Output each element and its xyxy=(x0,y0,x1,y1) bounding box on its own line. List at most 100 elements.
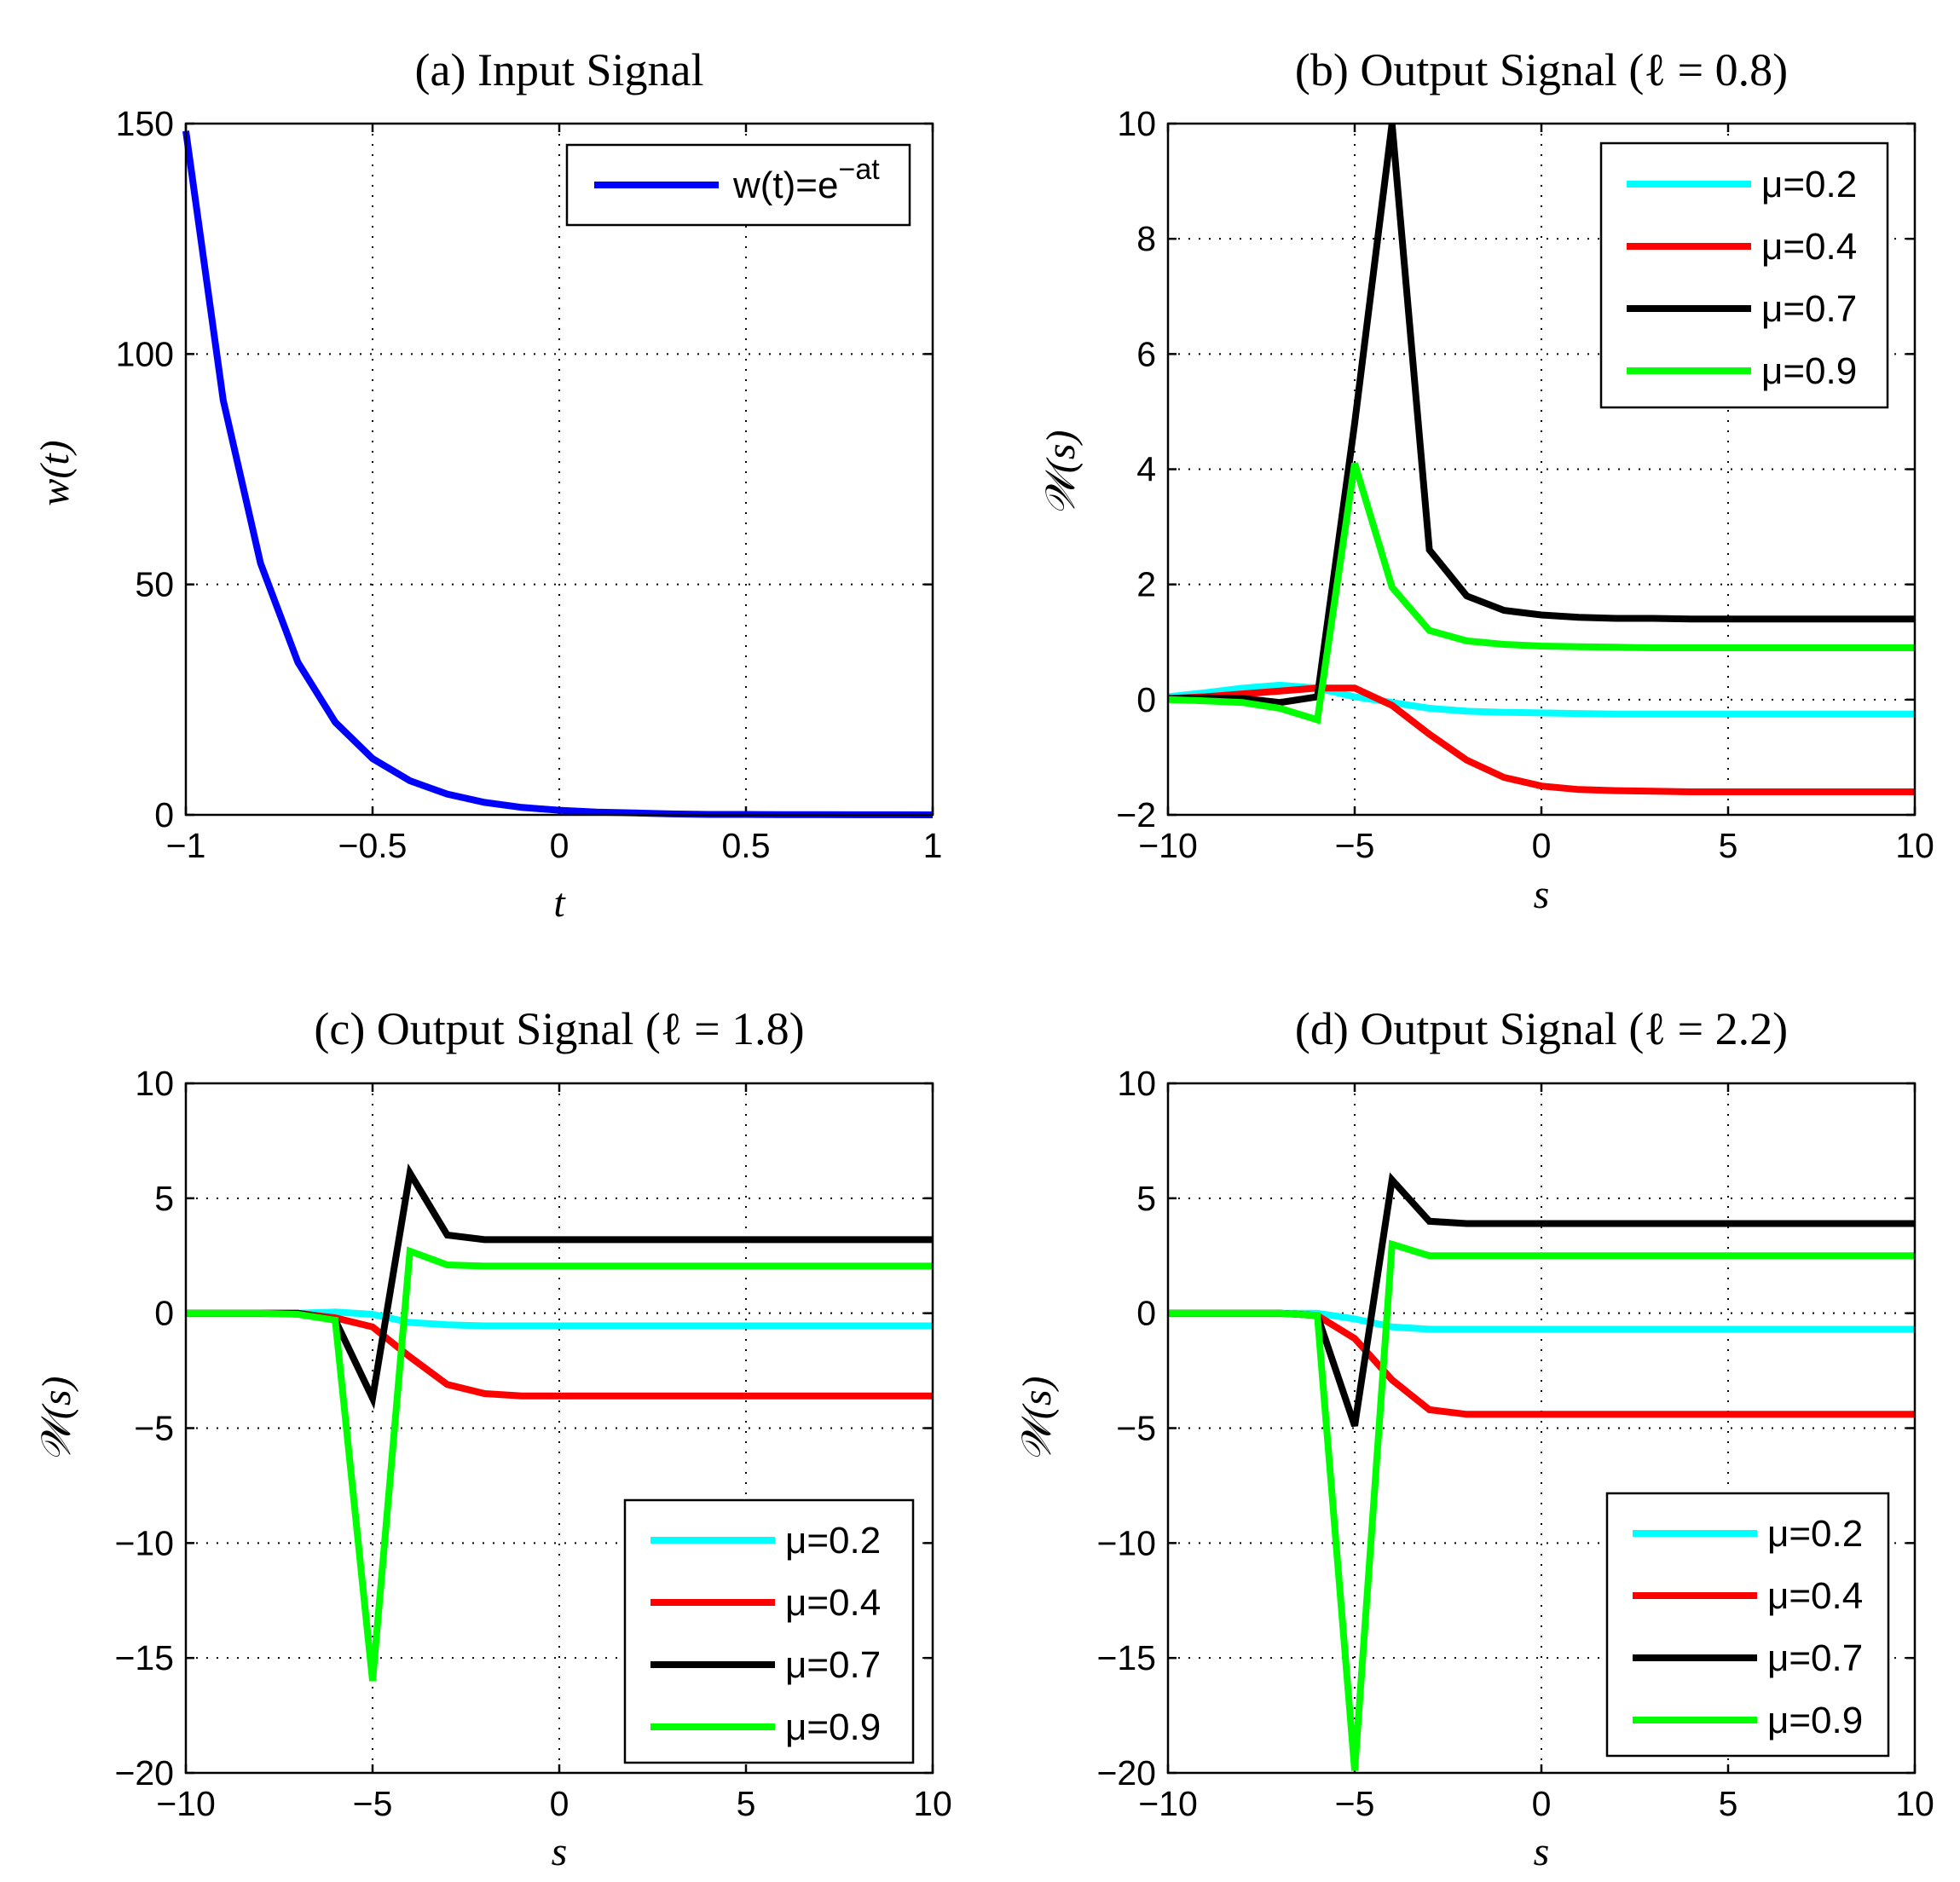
panel-d-ylabel: 𝒲(s) xyxy=(1015,1377,1060,1463)
panel-c-legend-box xyxy=(623,1498,915,1764)
panel-c-output-signal: (c) Output Signal (ℓ = 1.8) s 𝒲(s) −10 −5… xyxy=(34,1003,952,1874)
panel-b-legend-label-2: μ=0.7 xyxy=(1761,288,1857,330)
panel-a-y-axis: 0 50 100 150 xyxy=(116,104,933,834)
panel-d-series-line-3 xyxy=(1168,1239,1915,1771)
panel-c-legend-label-0: μ=0.2 xyxy=(785,1520,881,1562)
panel-d-ytick-label-3: −5 xyxy=(1116,1409,1156,1448)
panel-d-legend-label-3: μ=0.9 xyxy=(1767,1700,1863,1741)
panel-c-xtick-label-2: 0 xyxy=(550,1784,569,1823)
panel-d-y-axis: −20 −15 −10 −5 0 5 10 xyxy=(1096,1064,1915,1793)
panel-a-legend: w(t)=e−at xyxy=(565,143,911,227)
panel-c-ytick-label-1: −15 xyxy=(114,1638,174,1677)
panel-b-legend: μ=0.2 μ=0.4 μ=0.7 μ=0.9 xyxy=(1599,141,1889,409)
panel-d-ytick-label-2: −10 xyxy=(1096,1523,1156,1562)
panel-b-series-line-3 xyxy=(1167,462,1915,725)
panel-b-title: (b) Output Signal (ℓ = 0.8) xyxy=(1295,44,1788,95)
panel-a-xtick-label-4: 1 xyxy=(923,826,943,865)
panel-b-ytick-label-6: 10 xyxy=(1117,104,1156,143)
panel-b-ylabel: 𝒲(s) xyxy=(1038,430,1084,517)
panel-a-ytick-label-0: 0 xyxy=(154,795,174,834)
panel-a-ytick-label-1: 50 xyxy=(135,565,174,604)
panel-d-xtick-label-4: 10 xyxy=(1895,1784,1934,1823)
panel-b-plot-frame xyxy=(1166,122,1917,817)
panel-a-title: (a) Input Signal xyxy=(415,44,704,95)
panel-d-xtick-label-1: −5 xyxy=(1335,1784,1375,1823)
panel-c-xtick-label-3: 5 xyxy=(737,1784,756,1823)
panel-c-legend: μ=0.2 μ=0.4 μ=0.7 μ=0.9 xyxy=(623,1498,915,1764)
panel-d-xtick-label-3: 5 xyxy=(1719,1784,1738,1823)
panel-a-xtick-label-0: −1 xyxy=(166,826,206,865)
panel-b-ytick-label-3: 4 xyxy=(1136,450,1156,489)
panel-b-xtick-label-0: −10 xyxy=(1138,826,1198,865)
panel-a-xtick-label-2: 0 xyxy=(550,826,569,865)
panel-b-ytick-label-4: 6 xyxy=(1136,334,1156,373)
panel-b-y-axis: −2 0 2 4 6 8 10 xyxy=(1116,104,1915,834)
panel-b-series xyxy=(1167,123,1915,795)
panel-a-ytick-label-3: 150 xyxy=(116,104,174,143)
panel-d-xtick-label-2: 0 xyxy=(1532,1784,1552,1823)
panel-b-x-axis: −10 −5 0 5 10 xyxy=(1138,124,1934,865)
panel-c-legend-label-1: μ=0.4 xyxy=(785,1582,881,1624)
panel-c-legend-label-2: μ=0.7 xyxy=(785,1644,881,1686)
panel-d-ytick-label-0: −20 xyxy=(1096,1753,1156,1793)
panel-a-xtick-label-1: −0.5 xyxy=(338,826,408,865)
panel-a-ytick-label-2: 100 xyxy=(116,334,174,373)
panel-c-ytick-label-6: 10 xyxy=(135,1064,174,1103)
panel-a-xtick-label-3: 0.5 xyxy=(722,826,771,865)
panel-d-ytick-label-5: 5 xyxy=(1136,1179,1156,1218)
panel-c-series xyxy=(186,1163,933,1682)
panel-a-legend-label-exponent: −at xyxy=(838,153,880,186)
panel-b-ytick-label-5: 8 xyxy=(1136,219,1156,258)
panel-c-xtick-label-4: 10 xyxy=(913,1784,952,1823)
panel-d-legend-label-1: μ=0.4 xyxy=(1767,1575,1863,1617)
panel-c-xlabel: s xyxy=(552,1829,568,1874)
panel-c-plot-frame xyxy=(184,1082,934,1775)
panel-c-y-axis: −20 −15 −10 −5 0 5 10 xyxy=(114,1064,933,1793)
panel-c-x-axis: −10 −5 0 5 10 xyxy=(156,1083,952,1823)
panel-b-ytick-label-0: −2 xyxy=(1116,795,1156,834)
panel-a-ylabel: w(t) xyxy=(32,440,78,505)
panel-b-legend-label-0: μ=0.2 xyxy=(1761,164,1857,205)
panel-d-ytick-label-4: 0 xyxy=(1136,1294,1156,1333)
panel-d-legend: μ=0.2 μ=0.4 μ=0.7 μ=0.9 xyxy=(1605,1492,1890,1758)
panel-c-ytick-label-3: −5 xyxy=(134,1409,174,1448)
panel-b-legend-label-3: μ=0.9 xyxy=(1761,350,1857,392)
panel-c-ytick-label-2: −10 xyxy=(114,1523,174,1562)
panel-b-ytick-label-1: 0 xyxy=(1136,680,1156,719)
panel-b-xtick-label-1: −5 xyxy=(1335,826,1375,865)
panel-b-series-line-1 xyxy=(1167,684,1915,795)
panel-d-xtick-label-0: −10 xyxy=(1138,1784,1198,1823)
panel-d-ytick-label-1: −15 xyxy=(1096,1638,1156,1677)
panel-a-plot-frame xyxy=(184,122,934,817)
panel-d-xlabel: s xyxy=(1534,1829,1550,1874)
panel-a-input-signal: (a) Input Signal t w(t) −1 −0.5 0 0.5 1 0 50 1… xyxy=(32,44,942,926)
panel-c-ytick-label-4: 0 xyxy=(154,1294,174,1333)
panel-c-xtick-label-0: −10 xyxy=(156,1784,216,1823)
panel-a-legend-label: w(t)=e−at xyxy=(732,153,880,206)
panel-d-legend-label-0: μ=0.2 xyxy=(1767,1513,1863,1555)
panel-d-ytick-label-6: 10 xyxy=(1117,1064,1156,1103)
panel-a-legend-label-base: w(t)=e xyxy=(732,165,838,206)
panel-c-ytick-label-5: 5 xyxy=(154,1179,174,1218)
panel-a-grid xyxy=(186,124,933,815)
panel-d-title: (d) Output Signal (ℓ = 2.2) xyxy=(1295,1003,1788,1054)
panel-a-xlabel: t xyxy=(553,880,566,926)
panel-c-legend-label-3: μ=0.9 xyxy=(785,1706,881,1748)
panel-c-ytick-label-0: −20 xyxy=(114,1753,174,1793)
panel-d-output-signal: (d) Output Signal (ℓ = 2.2) s 𝒲(s) −10 −5… xyxy=(1015,1003,1934,1874)
panel-b-ytick-label-2: 2 xyxy=(1136,565,1156,604)
panel-b-series-line-0 xyxy=(1167,681,1915,718)
panel-b-xtick-label-2: 0 xyxy=(1532,826,1552,865)
panel-d-plot-frame xyxy=(1166,1082,1917,1775)
panel-c-xtick-label-1: −5 xyxy=(353,1784,393,1823)
panel-b-xlabel: s xyxy=(1534,872,1550,917)
panel-b-output-signal: (b) Output Signal (ℓ = 0.8) s 𝒲(s) −10 −5… xyxy=(1038,44,1934,917)
panel-c-series-line-3 xyxy=(186,1246,933,1682)
panel-b-xtick-label-3: 5 xyxy=(1719,826,1738,865)
panel-b-legend-label-1: μ=0.4 xyxy=(1761,226,1857,268)
panel-c-ylabel: 𝒲(s) xyxy=(34,1377,79,1463)
panel-d-legend-label-2: μ=0.7 xyxy=(1767,1637,1863,1679)
panel-c-title: (c) Output Signal (ℓ = 1.8) xyxy=(314,1003,804,1054)
panel-d-series xyxy=(1168,1172,1915,1771)
